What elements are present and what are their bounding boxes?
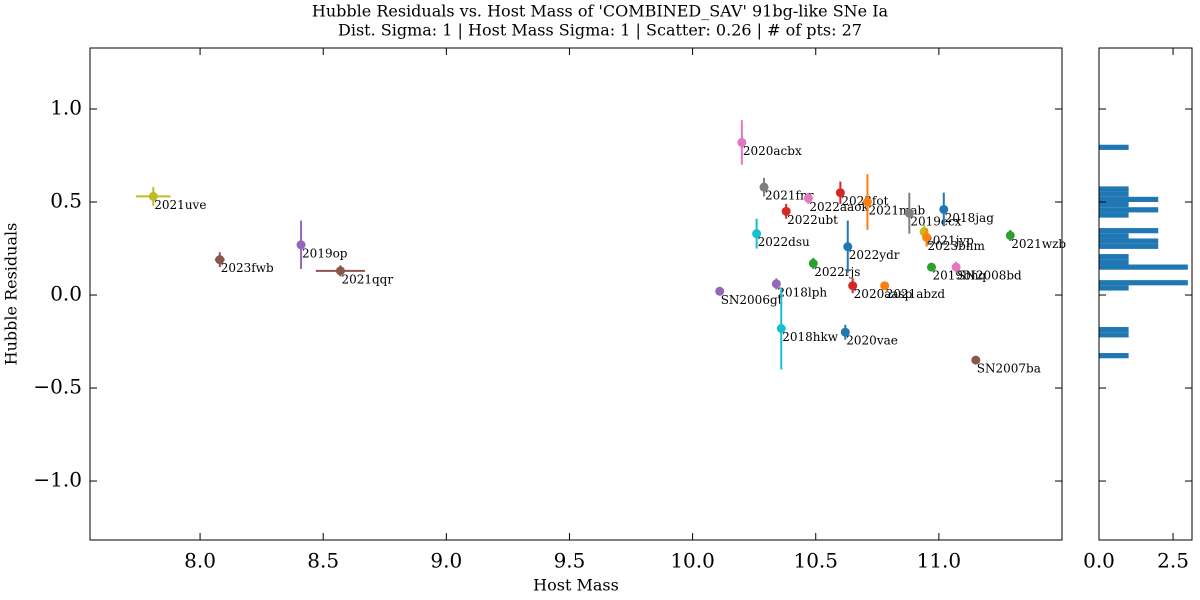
histogram-bar [1099, 191, 1129, 197]
histogram-bar [1099, 254, 1129, 260]
point-label: 2020acbx [743, 144, 802, 158]
histogram-bar [1099, 327, 1129, 333]
point-label: 2022rjs [814, 265, 860, 279]
data-point [1005, 230, 1015, 240]
point-label: 2022ubt [787, 213, 838, 227]
plot-frame [1098, 47, 1193, 541]
data-point [922, 232, 932, 242]
y-tick-label: 1.0 [50, 96, 82, 120]
x-tick-label: 10.5 [793, 549, 838, 573]
plot-frame [89, 47, 1063, 541]
histogram-bar [1099, 332, 1129, 338]
x-tick-label: 0.0 [1083, 549, 1115, 573]
point-label: 2022dsu [758, 235, 810, 249]
y-tick-label: 0.5 [50, 189, 82, 213]
data-point [148, 191, 158, 201]
x-tick-label: 9.0 [430, 549, 462, 573]
data-point [776, 324, 786, 334]
data-point [715, 286, 725, 296]
data-point [296, 240, 306, 250]
y-axis-label: Hubble Residuals [2, 223, 21, 366]
histogram-bar [1099, 186, 1129, 192]
point-label: 2018lph [777, 285, 827, 299]
data-point [939, 204, 949, 214]
data-point [971, 355, 981, 365]
histogram-bar [1099, 353, 1129, 359]
data-point [951, 262, 961, 272]
data-point [808, 258, 818, 268]
data-point [840, 327, 850, 337]
histogram-bar [1099, 228, 1159, 234]
histogram-bar [1099, 212, 1129, 218]
x-axis-label: Host Mass [533, 576, 619, 595]
data-point [771, 279, 781, 289]
y-tick-label: 0.0 [50, 282, 82, 306]
chart-title: Hubble Residuals vs. Host Mass of 'COMBI… [312, 2, 889, 21]
point-label: 2018hkw [782, 330, 839, 344]
point-label: 2021wzb [1011, 237, 1066, 251]
histogram-bar [1099, 196, 1159, 203]
histogram-bar [1099, 264, 1188, 270]
point-label: 2019op [302, 246, 348, 260]
point-label: 2020aasp [854, 287, 913, 301]
data-point [215, 255, 225, 265]
data-point [843, 242, 853, 252]
point-label: 2019bhq [932, 269, 986, 283]
point-label: 2021jyp [925, 233, 974, 247]
histogram-bar [1099, 144, 1129, 150]
data-point [835, 188, 845, 198]
chart-subtitle: Dist. Sigma: 1 | Host Mass Sigma: 1 | Sc… [338, 21, 862, 40]
x-tick-label: 11.0 [917, 549, 962, 573]
histogram-bar [1099, 207, 1159, 213]
data-point [848, 281, 858, 291]
histogram-bar [1099, 285, 1129, 291]
point-label: 2020vae [846, 334, 898, 348]
data-point [759, 182, 769, 192]
histogram-bar [1099, 238, 1159, 244]
x-tick-label: 9.5 [554, 549, 586, 573]
x-tick-label: 10.0 [670, 549, 715, 573]
histogram-bar [1099, 259, 1129, 265]
point-label: 2021abzd [886, 287, 946, 301]
data-point [737, 137, 747, 147]
histogram-bar [1099, 233, 1129, 239]
histogram-bar [1099, 280, 1188, 286]
point-label: 2021uve [154, 198, 206, 212]
y-tick-label: −1.0 [33, 468, 82, 492]
data-point [880, 281, 890, 291]
data-point [335, 266, 345, 276]
y-tick-label: −0.5 [33, 375, 82, 399]
point-label: 2021qqr [341, 272, 393, 286]
point-label: SN2006gt [721, 293, 783, 307]
data-point [752, 229, 762, 239]
histogram-bar [1099, 202, 1129, 208]
data-point [926, 262, 936, 272]
data-point [803, 193, 813, 203]
point-label: 2022aaok [809, 200, 869, 214]
point-label: SN2008bd [957, 269, 1022, 283]
point-label: 2021fnr [765, 189, 814, 203]
x-tick-label: 8.0 [184, 549, 216, 573]
histogram-bar [1099, 243, 1159, 249]
point-label: 2023fwb [221, 261, 274, 275]
x-tick-label: 8.5 [307, 549, 339, 573]
x-tick-label: 2.5 [1157, 549, 1189, 573]
point-label: SN2007ba [977, 362, 1041, 376]
data-point [862, 197, 872, 207]
point-label: 2023bhm [928, 239, 986, 253]
point-label: 2018jag [945, 211, 994, 225]
point-label: 2022ydr [849, 248, 900, 262]
data-point [781, 206, 791, 216]
data-point [904, 208, 914, 218]
